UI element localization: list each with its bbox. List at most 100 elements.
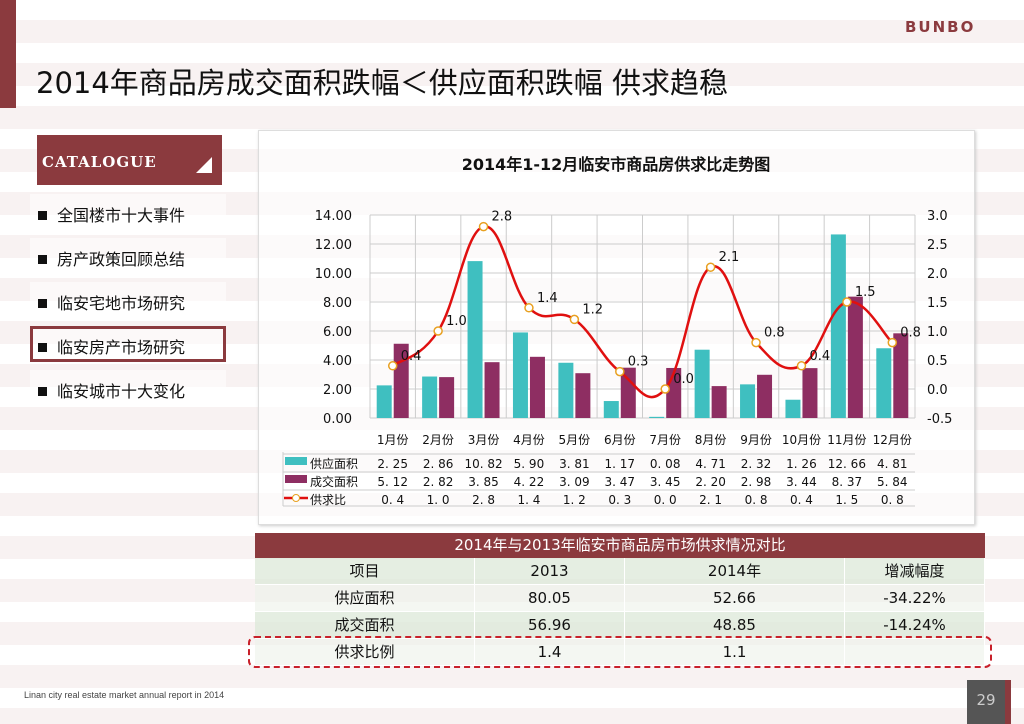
line-data-label: 0.4 <box>401 349 422 364</box>
line-point <box>524 303 534 313</box>
table-header-row: 项目 2013 2014年 增减幅度 <box>255 558 985 585</box>
table-cell: 成交面积 <box>255 612 475 638</box>
bar-成交面积 <box>484 362 500 418</box>
table-cell: 增减幅度 <box>845 558 985 584</box>
sidebar-item[interactable]: 全国楼市十大事件 <box>30 194 226 230</box>
bar-供应面积 <box>603 401 619 418</box>
data-table-cell: 2. 86 <box>423 457 454 471</box>
highlight-box <box>248 636 992 668</box>
table-row: 供应面积 80.05 52.66 -34.22% <box>255 585 985 612</box>
y-left-tick-label: 10.00 <box>315 267 352 282</box>
table-cell: 56.96 <box>475 612 625 638</box>
table-cell: -14.24% <box>845 612 985 638</box>
y-left-tick-label: 14.00 <box>315 209 352 224</box>
bar-供应面积 <box>830 234 846 418</box>
data-table-cell: 1. 2 <box>563 493 586 507</box>
legend-swatch <box>285 475 307 483</box>
data-table-cell: 1. 26 <box>786 457 817 471</box>
y-right-tick-label: 0.0 <box>927 383 948 398</box>
bar-供应面积 <box>558 362 574 418</box>
y-right-tick-label: -0.5 <box>927 412 952 427</box>
data-table-cell: 2. 82 <box>423 475 454 489</box>
data-table-cell: 12. 66 <box>828 457 866 471</box>
sidebar-item[interactable]: 临安宅地市场研究 <box>30 282 226 318</box>
data-table-cell: 0. 08 <box>650 457 681 471</box>
comparison-table-title: 2014年与2013年临安市商品房市场供求情况对比 <box>255 533 985 558</box>
sidebar-item-label: 房产政策回顾总结 <box>57 250 186 269</box>
data-table-cell: 0. 0 <box>654 493 677 507</box>
bullet-icon <box>38 211 47 220</box>
bunbo-logo: BUNBO <box>905 18 976 36</box>
data-table-cell: 0. 8 <box>745 493 768 507</box>
y-left-tick-label: 12.00 <box>315 238 352 253</box>
data-table-cell: 2. 25 <box>377 457 408 471</box>
line-data-label: 0.8 <box>900 326 921 341</box>
bar-供应面积 <box>785 399 801 418</box>
y-left-tick-label: 4.00 <box>323 354 352 369</box>
y-right-tick-label: 1.5 <box>927 296 948 311</box>
bullet-icon <box>38 255 47 264</box>
x-tick-label: 7月份 <box>649 433 681 447</box>
line-data-label: 2.1 <box>719 250 740 265</box>
sidebar-item-label: 全国楼市十大事件 <box>57 206 186 225</box>
chart-title: 2014年1-12月临安市商品房供求比走势图 <box>462 155 771 174</box>
y-right-tick-label: 0.5 <box>927 354 948 369</box>
x-tick-label: 5月份 <box>559 433 591 447</box>
bar-供应面积 <box>876 348 892 418</box>
data-table-cell: 5. 90 <box>514 457 545 471</box>
data-table-cell: 0. 4 <box>381 493 404 507</box>
data-table-cell: 2. 8 <box>472 493 495 507</box>
page-number: 29 <box>967 680 1011 724</box>
line-point <box>387 361 398 371</box>
table-cell: 2013 <box>475 558 625 584</box>
bar-供应面积 <box>512 332 528 418</box>
bar-供应面积 <box>376 385 392 418</box>
comparison-table: 2014年与2013年临安市商品房市场供求情况对比 项目 2013 2014年 增减幅… <box>255 533 985 666</box>
line-point <box>660 384 670 394</box>
table-cell <box>845 639 985 665</box>
y-left-tick-label: 2.00 <box>323 383 352 398</box>
bar-供应面积 <box>467 261 483 418</box>
sidebar-item[interactable]: 临安房产市场研究 <box>30 326 226 362</box>
data-table-cell: 3. 45 <box>650 475 681 489</box>
data-table-cell: 1. 5 <box>835 493 858 507</box>
data-table-cell: 8. 37 <box>832 475 863 489</box>
line-point <box>478 221 489 232</box>
bullet-icon <box>38 387 47 396</box>
legend-label: 供应面积 <box>310 456 358 471</box>
x-tick-label: 4月份 <box>513 433 545 447</box>
line-point <box>433 326 443 336</box>
line-point <box>796 361 807 371</box>
line-data-label: 1.2 <box>582 302 603 317</box>
sidebar-item-label: 临安宅地市场研究 <box>57 294 186 313</box>
x-tick-label: 9月份 <box>740 433 772 447</box>
data-table-cell: 5. 84 <box>877 475 908 489</box>
sidebar-item-label: 临安城市十大变化 <box>57 382 186 401</box>
line-point <box>751 337 761 348</box>
table-cell: -34.22% <box>845 585 985 611</box>
bar-供应面积 <box>422 376 438 418</box>
x-tick-label: 10月份 <box>782 433 821 447</box>
bar-成交面积 <box>757 374 773 418</box>
data-table-cell: 4. 81 <box>877 457 908 471</box>
data-table-cell: 3. 09 <box>559 475 590 489</box>
y-left-tick-label: 0.00 <box>323 412 352 427</box>
data-table-cell: 3. 81 <box>559 457 590 471</box>
data-table-cell: 1. 17 <box>605 457 636 471</box>
sidebar-item[interactable]: 房产政策回顾总结 <box>30 238 226 274</box>
line-data-label: 0.8 <box>764 326 785 341</box>
sidebar-item[interactable]: 临安城市十大变化 <box>30 370 226 406</box>
x-tick-label: 1月份 <box>377 433 409 447</box>
line-point <box>842 297 852 307</box>
line-data-label: 1.4 <box>537 291 558 306</box>
y-left-tick-label: 6.00 <box>323 325 352 340</box>
bullet-icon <box>38 299 47 308</box>
line-data-label: 0.4 <box>809 349 830 364</box>
data-table-cell: 3. 85 <box>468 475 499 489</box>
bar-成交面积 <box>620 367 636 418</box>
table-cell: 52.66 <box>625 585 845 611</box>
bar-供应面积 <box>740 384 756 418</box>
legend-label: 供求比 <box>310 493 346 507</box>
data-table-cell: 2. 98 <box>741 475 772 489</box>
table-cell: 1.1 <box>625 639 845 665</box>
